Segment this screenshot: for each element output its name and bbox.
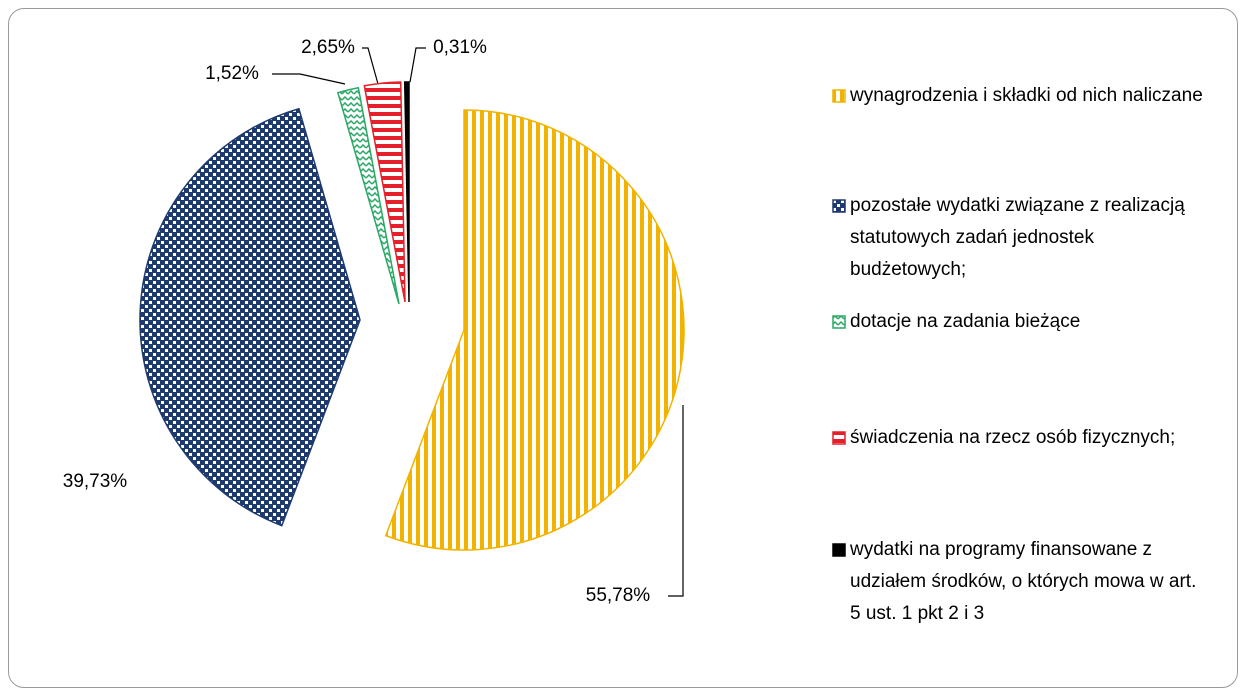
legend-label: świadczenia na rzecz osób fizycznych; [850, 427, 1176, 448]
pie-slice [384, 109, 685, 551]
data-label: 1,52% [205, 63, 259, 84]
pie-slice [139, 107, 361, 527]
legend-item: świadczenia na rzecz osób fizycznych; [832, 422, 1212, 454]
legend-label: wynagrodzenia i składki od nich naliczan… [850, 85, 1203, 106]
legend-item: pozostałe wydatki związane z realizacją … [832, 190, 1212, 286]
legend-label: pozostałe wydatki związane z realizacją … [850, 195, 1185, 280]
data-label: 55,78% [586, 585, 651, 606]
pie-slice [403, 81, 410, 303]
data-label: 39,73% [63, 471, 128, 492]
pie-slice [336, 86, 400, 305]
chart-frame [8, 8, 1238, 688]
legend-item: wynagrodzenia i składki od nich naliczan… [832, 80, 1212, 112]
legend-swatch [832, 199, 846, 213]
leader-line [409, 47, 426, 83]
legend-swatch [832, 89, 846, 103]
legend-swatch [832, 543, 846, 557]
data-label: 2,65% [301, 37, 355, 58]
leader-line [668, 405, 684, 597]
legend-item: wydatki na programy finansowane z udział… [832, 534, 1212, 630]
data-label: 0,31% [433, 37, 487, 58]
legend-label: wydatki na programy finansowane z udział… [850, 539, 1197, 624]
leader-line [272, 73, 346, 85]
legend-label: dotacje na zadania bieżące [850, 311, 1081, 332]
pie-slice [363, 81, 406, 303]
legend-swatch [832, 431, 846, 445]
leader-line [362, 47, 379, 85]
legend-item: dotacje na zadania bieżące [832, 306, 1212, 338]
legend-swatch [832, 315, 846, 329]
